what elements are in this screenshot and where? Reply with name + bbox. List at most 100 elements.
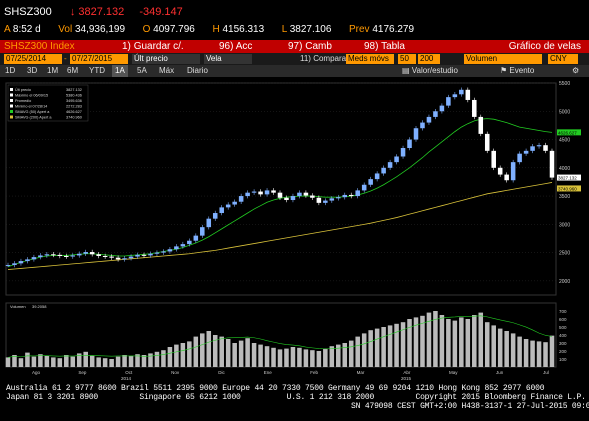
- time-value: 8:52 d: [12, 24, 41, 35]
- candle-body: [232, 201, 237, 205]
- chart-area[interactable]: 2000 2500 3000 3500 4000 4500 5000 5500 4626.62…: [0, 77, 589, 382]
- camb-num: 97): [288, 41, 303, 52]
- candle-body: [459, 89, 464, 95]
- currency-select[interactable]: CNY: [548, 54, 578, 64]
- legend-swatch: [10, 88, 13, 91]
- volume-bar: [12, 355, 17, 367]
- volume-ma-line: [7, 315, 553, 358]
- event-button[interactable]: ⚑ Evento: [500, 65, 534, 77]
- candle-body: [491, 150, 496, 168]
- tab-max[interactable]: Máx: [159, 66, 175, 75]
- volume-bar: [258, 344, 263, 367]
- candle-body: [433, 111, 438, 117]
- candle-body: [128, 256, 134, 259]
- value-study-button[interactable]: ▤ Valor/estudio: [402, 65, 458, 77]
- volume-bar: [303, 349, 309, 367]
- volume-bar: [18, 358, 24, 367]
- acc-label: Acc: [235, 41, 253, 52]
- candle-body: [206, 218, 212, 228]
- footer: Australia 61 2 9777 8600 Brazil 5511 239…: [0, 382, 589, 421]
- volume-bar: [484, 322, 490, 367]
- tab-1m[interactable]: 1M: [47, 66, 59, 75]
- event-label: Evento: [509, 66, 535, 75]
- candle-body: [174, 246, 179, 250]
- candle-body: [109, 256, 114, 258]
- candle-body: [549, 150, 555, 178]
- candle-body: [212, 213, 218, 219]
- volume-bar: [76, 353, 82, 367]
- candle-body: [264, 190, 270, 195]
- candle-body: [329, 198, 335, 201]
- volume-bar: [400, 322, 406, 367]
- quote-strip: SHSZ300 ↓ 3827.132 -349.147 A 8:52 d Vol…: [0, 0, 589, 40]
- period-select[interactable]: Diario: [187, 66, 208, 75]
- right-value-label: 3740.960: [558, 186, 577, 191]
- volume-bar: [323, 348, 328, 367]
- volume-bar: [141, 355, 147, 367]
- end-date-input[interactable]: 07/27/2015: [70, 54, 128, 64]
- volume-bar: [89, 355, 95, 367]
- gear-icon[interactable]: ⚙: [572, 66, 580, 75]
- price-chart[interactable]: 2000 2500 3000 3500 4000 4500 5000 5500 4626.62…: [0, 77, 589, 382]
- candle-body: [420, 122, 425, 129]
- candle-body: [148, 253, 153, 256]
- legend-item: Últ precio: [15, 87, 31, 92]
- prev-value: 4176.279: [372, 24, 415, 35]
- tabla-button[interactable]: 98) Tabla: [364, 40, 405, 53]
- candle-body: [83, 252, 88, 254]
- legend-value: 3827.132: [66, 88, 82, 92]
- candle-body: [89, 252, 95, 255]
- camb-button[interactable]: 97) Camb: [288, 40, 332, 53]
- open-label: O: [142, 24, 151, 35]
- tab-1d[interactable]: 1D: [5, 66, 16, 75]
- save-button[interactable]: 1) Guardar c/.: [122, 40, 184, 53]
- candle-body: [154, 252, 160, 254]
- save-num: 1): [122, 41, 131, 52]
- volume-select[interactable]: Volumen: [464, 54, 542, 64]
- candle-body: [219, 207, 224, 214]
- volume-bar: [264, 346, 270, 367]
- candle-body: [251, 191, 257, 193]
- legend-value: 2272.283: [66, 105, 82, 109]
- prev-label: Prev: [349, 24, 370, 35]
- ma2-input[interactable]: 200: [418, 54, 440, 64]
- volume-bar: [478, 312, 484, 367]
- index-label: SHSZ300 Index: [4, 40, 75, 53]
- x-axis: Ago Sep Oct Nov Dic Ene Feb Mar Abr May Jun Jul 2014…: [32, 370, 549, 381]
- candle-body: [258, 191, 263, 195]
- candle-body: [478, 116, 484, 134]
- chart-type-select[interactable]: Vela: [204, 54, 252, 64]
- moving-avgs-select[interactable]: Meds móvs: [346, 54, 394, 64]
- chart-legend: Últ precio 3827.132 Máximo el 06/09/15 5380…: [7, 84, 89, 122]
- compare-button[interactable]: 11) Comparar: [300, 53, 349, 65]
- candle-body: [290, 196, 296, 201]
- volume-bar: [523, 339, 529, 367]
- candle-body: [368, 179, 373, 185]
- candle-body: [38, 255, 43, 258]
- tab-6m[interactable]: 6M: [67, 66, 79, 75]
- candle-body: [297, 192, 302, 197]
- tab-3d[interactable]: 3D: [27, 66, 38, 75]
- x-tick-label: May: [449, 370, 458, 375]
- candle-body: [348, 194, 354, 197]
- candle-body: [238, 196, 244, 202]
- volume-tick-label: 200: [559, 349, 567, 354]
- volume-bar: [510, 333, 516, 367]
- price-field-select[interactable]: Últ precio: [132, 54, 200, 64]
- volume-bar: [297, 347, 302, 367]
- candle-body: [472, 99, 477, 117]
- y-tick-label: 3500: [559, 194, 570, 200]
- candle-body: [413, 128, 419, 140]
- tab-5a[interactable]: 5A: [137, 66, 147, 75]
- candle-body: [510, 162, 516, 181]
- acc-button[interactable]: 96) Acc: [219, 40, 252, 53]
- candle-body: [161, 251, 166, 253]
- ma1-input[interactable]: 50: [398, 54, 416, 64]
- legend-swatch: [10, 104, 13, 108]
- candle-body: [426, 116, 432, 123]
- start-date-input[interactable]: 07/25/2014: [4, 54, 62, 64]
- volume-bar: [517, 336, 522, 367]
- volume-bar: [180, 343, 186, 367]
- tab-ytd[interactable]: YTD: [89, 66, 105, 75]
- tab-1a[interactable]: 1A: [112, 65, 128, 77]
